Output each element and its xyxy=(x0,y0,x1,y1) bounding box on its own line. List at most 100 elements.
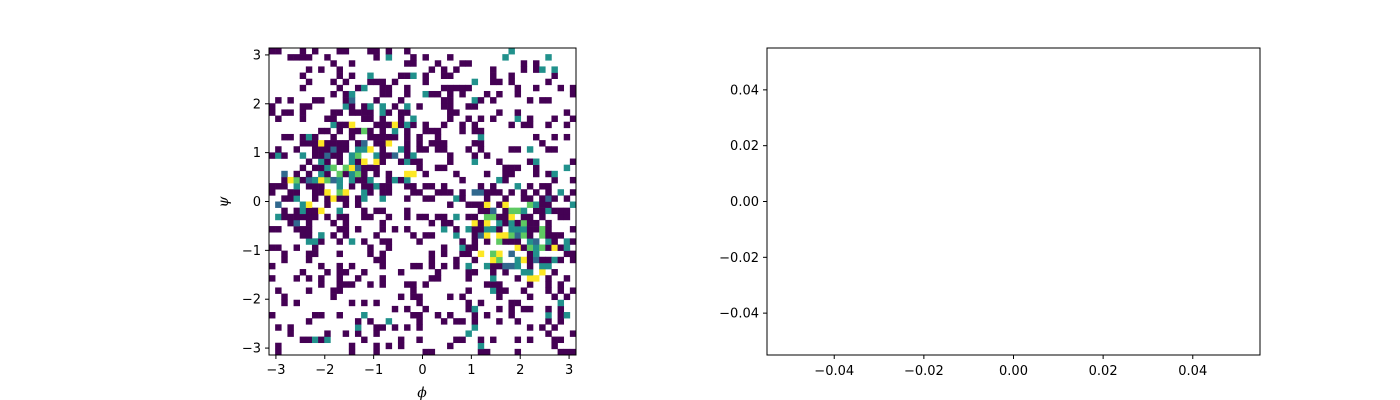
heatmap-cell xyxy=(471,78,479,86)
heatmap-cell xyxy=(281,176,288,184)
heatmap-cell xyxy=(318,97,325,104)
heatmap-cell xyxy=(508,232,515,239)
heatmap-cell xyxy=(305,170,313,178)
heatmap-cell xyxy=(539,324,546,331)
heatmap-cell xyxy=(563,293,571,301)
heatmap-cell xyxy=(539,207,546,215)
heatmap-cell xyxy=(447,115,454,122)
heatmap-cell xyxy=(496,109,503,116)
heatmap-cell xyxy=(318,183,325,190)
heatmap-cell xyxy=(477,146,485,153)
heatmap-cell xyxy=(354,109,362,116)
heatmap-cell xyxy=(465,213,472,221)
heatmap-cell xyxy=(342,189,350,196)
heatmap-cell xyxy=(367,250,374,258)
heatmap-cell xyxy=(287,133,294,141)
heatmap-cell xyxy=(471,103,479,110)
heatmap-cell xyxy=(465,330,472,337)
heatmap-cell xyxy=(275,97,282,104)
heatmap-cell xyxy=(281,250,288,258)
heatmap-cell xyxy=(318,232,325,239)
heatmap-cell xyxy=(483,348,491,356)
heatmap-cell xyxy=(422,146,429,153)
heatmap-cell xyxy=(397,176,405,184)
heatmap-cell xyxy=(526,115,534,122)
heatmap-cell xyxy=(318,140,325,147)
heatmap-cell xyxy=(533,207,540,215)
heatmap-cell xyxy=(416,164,423,172)
heatmap-cell xyxy=(502,213,509,221)
heatmap-cell xyxy=(526,97,534,104)
heatmap-cell xyxy=(410,158,417,165)
heatmap-cell xyxy=(471,238,479,245)
heatmap-cell xyxy=(293,183,300,190)
heatmap-cell xyxy=(496,238,503,245)
heatmap-cell xyxy=(514,299,522,307)
heatmap-cell xyxy=(318,152,325,159)
heatmap-cell xyxy=(533,133,540,141)
heatmap-cell xyxy=(447,54,454,61)
heatmap-cell xyxy=(404,133,411,141)
heatmap-cell xyxy=(293,146,300,153)
heatmap-cell xyxy=(410,232,417,239)
y-tick-label: 0.00 xyxy=(730,195,759,210)
heatmap-cell xyxy=(379,183,386,190)
heatmap-cell xyxy=(367,127,374,135)
y-tick-label: 1 xyxy=(253,146,261,161)
heatmap-cell xyxy=(526,293,534,301)
heatmap-cell xyxy=(385,152,393,159)
heatmap-cell xyxy=(275,287,282,294)
heatmap-cell xyxy=(471,97,479,104)
heatmap-cell xyxy=(508,48,515,55)
heatmap-cell xyxy=(496,213,503,221)
heatmap-cell xyxy=(539,201,546,208)
heatmap-cell xyxy=(477,207,485,215)
heatmap-cell xyxy=(514,275,522,282)
heatmap-cell xyxy=(551,293,558,301)
heatmap-cell xyxy=(397,342,405,350)
heatmap-cell xyxy=(563,195,571,202)
heatmap-cell xyxy=(569,226,577,233)
heatmap-cell xyxy=(269,109,276,116)
heatmap-cell xyxy=(496,90,503,98)
heatmap-cell xyxy=(404,146,411,153)
heatmap-cell xyxy=(311,312,319,319)
heatmap-cell xyxy=(563,109,571,116)
heatmap-cell xyxy=(348,170,356,178)
heatmap-cell xyxy=(545,183,552,190)
heatmap-cell xyxy=(410,281,417,288)
heatmap-cell xyxy=(490,256,497,264)
heatmap-cell xyxy=(502,262,509,270)
heatmap-cell xyxy=(557,318,565,325)
heatmap-cell xyxy=(361,189,368,196)
heatmap-cell xyxy=(324,140,331,147)
x-tick-label: 0.00 xyxy=(999,364,1028,379)
heatmap-cell xyxy=(526,219,534,227)
heatmap-cell xyxy=(533,158,540,165)
heatmap-cell xyxy=(367,244,374,251)
heatmap-cell xyxy=(410,121,417,129)
heatmap-cell xyxy=(471,318,479,325)
heatmap-cell xyxy=(324,201,331,208)
heatmap-cell xyxy=(490,183,497,190)
heatmap-cell xyxy=(447,219,454,227)
heatmap-cell xyxy=(348,238,356,245)
heatmap-cell xyxy=(354,324,362,331)
heatmap-cell xyxy=(404,183,411,190)
heatmap-cell xyxy=(404,207,411,215)
heatmap-cell xyxy=(287,330,294,337)
heatmap-cell xyxy=(342,226,350,233)
heatmap-cell xyxy=(526,275,534,282)
heatmap-cell xyxy=(348,121,356,129)
heatmap-cell xyxy=(318,176,325,184)
y-tick-label: 0 xyxy=(253,195,261,210)
heatmap-cell xyxy=(410,60,417,67)
heatmap-cell xyxy=(520,189,528,196)
heatmap-cell xyxy=(397,115,405,122)
heatmap-cell xyxy=(361,84,368,92)
heatmap-cell xyxy=(287,109,294,116)
heatmap-cell xyxy=(557,207,565,215)
heatmap-cell xyxy=(459,127,466,135)
heatmap-cell xyxy=(557,84,565,92)
